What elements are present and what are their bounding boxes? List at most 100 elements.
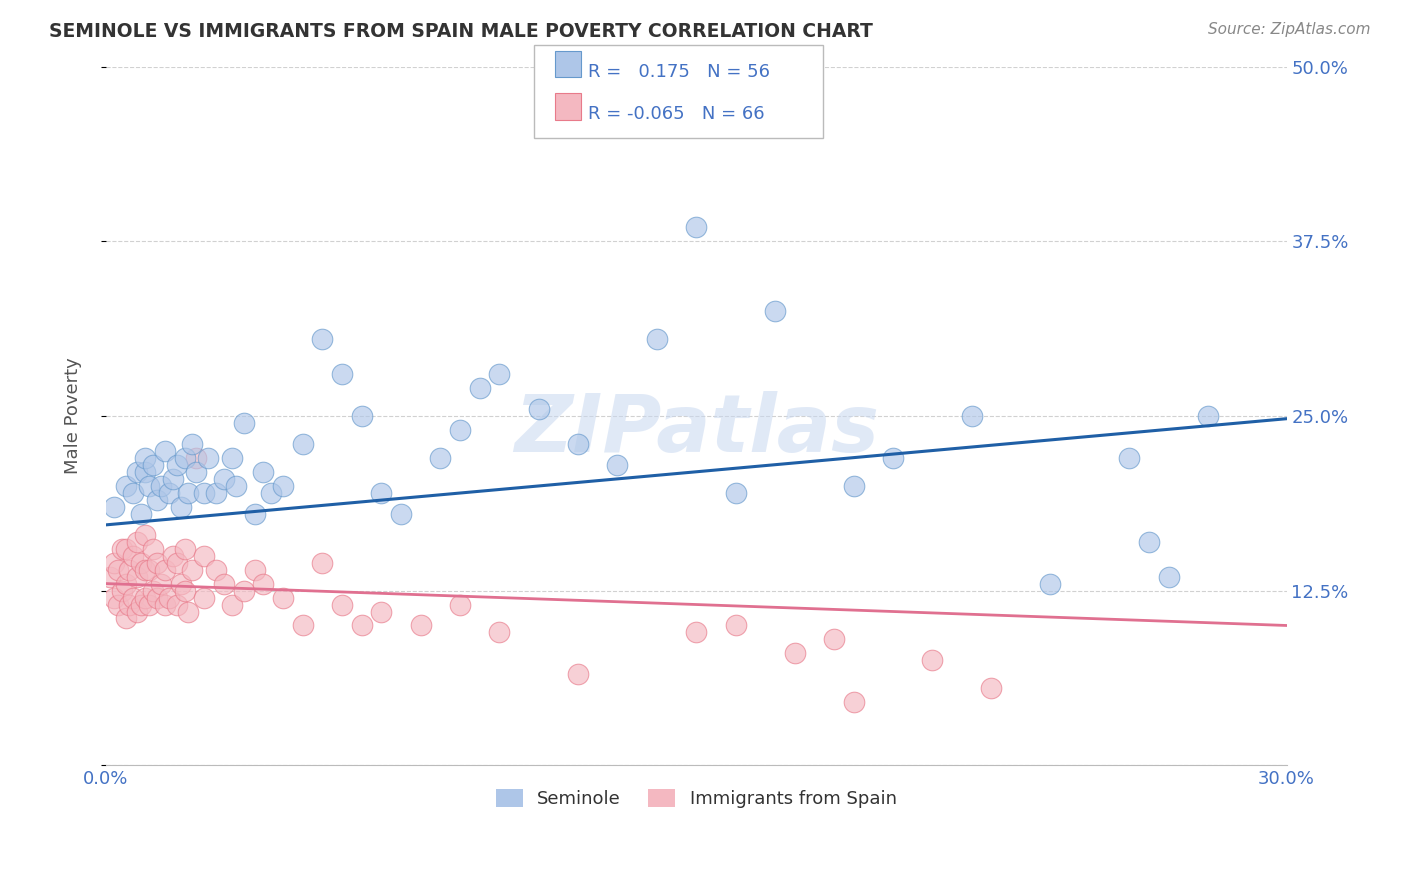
Point xyxy=(153,563,176,577)
Point xyxy=(103,500,125,514)
Point xyxy=(468,381,491,395)
Point xyxy=(146,556,169,570)
Point xyxy=(134,450,156,465)
Point xyxy=(291,618,314,632)
Point xyxy=(134,465,156,479)
Point xyxy=(181,437,204,451)
Point xyxy=(138,598,160,612)
Point xyxy=(110,583,132,598)
Point xyxy=(114,479,136,493)
Point xyxy=(225,479,247,493)
Point xyxy=(103,556,125,570)
Point xyxy=(129,507,152,521)
Point xyxy=(350,409,373,423)
Point xyxy=(205,485,228,500)
Point xyxy=(177,485,200,500)
Point xyxy=(221,598,243,612)
Point xyxy=(1197,409,1219,423)
Point xyxy=(252,465,274,479)
Point xyxy=(138,479,160,493)
Point xyxy=(980,681,1002,696)
Point xyxy=(882,450,904,465)
Point xyxy=(685,220,707,235)
Point xyxy=(114,576,136,591)
Point xyxy=(142,541,165,556)
Point xyxy=(134,563,156,577)
Point xyxy=(129,556,152,570)
Point xyxy=(142,583,165,598)
Point xyxy=(127,569,149,583)
Point xyxy=(193,485,215,500)
Point xyxy=(114,541,136,556)
Point xyxy=(311,332,333,346)
Point xyxy=(177,605,200,619)
Point xyxy=(842,695,865,709)
Point xyxy=(409,618,432,632)
Point xyxy=(823,632,845,647)
Point xyxy=(449,598,471,612)
Point xyxy=(724,618,747,632)
Point xyxy=(193,591,215,605)
Point xyxy=(291,437,314,451)
Text: Source: ZipAtlas.com: Source: ZipAtlas.com xyxy=(1208,22,1371,37)
Point xyxy=(1118,450,1140,465)
Point xyxy=(122,549,145,563)
Point xyxy=(166,458,188,472)
Point xyxy=(103,591,125,605)
Point xyxy=(685,625,707,640)
Point xyxy=(122,485,145,500)
Point xyxy=(606,458,628,472)
Point xyxy=(162,472,184,486)
Point xyxy=(134,527,156,541)
Point xyxy=(960,409,983,423)
Point xyxy=(245,563,267,577)
Point xyxy=(149,479,172,493)
Point xyxy=(212,472,235,486)
Point xyxy=(129,598,152,612)
Point xyxy=(107,563,129,577)
Point xyxy=(645,332,668,346)
Point xyxy=(153,443,176,458)
Point xyxy=(567,667,589,681)
Point xyxy=(252,576,274,591)
Text: R = -0.065   N = 66: R = -0.065 N = 66 xyxy=(588,105,765,123)
Text: ZIPatlas: ZIPatlas xyxy=(513,391,879,469)
Point xyxy=(166,556,188,570)
Point xyxy=(370,485,392,500)
Point xyxy=(488,625,510,640)
Point xyxy=(271,479,294,493)
Point xyxy=(232,416,254,430)
Point xyxy=(260,485,283,500)
Point xyxy=(169,576,191,591)
Point xyxy=(157,591,180,605)
Point xyxy=(389,507,412,521)
Point xyxy=(350,618,373,632)
Point xyxy=(134,591,156,605)
Point xyxy=(527,401,550,416)
Point xyxy=(1137,534,1160,549)
Point xyxy=(149,576,172,591)
Point xyxy=(169,500,191,514)
Point xyxy=(153,598,176,612)
Point xyxy=(166,598,188,612)
Point xyxy=(921,653,943,667)
Point xyxy=(232,583,254,598)
Point xyxy=(142,458,165,472)
Point xyxy=(98,569,121,583)
Point xyxy=(567,437,589,451)
Point xyxy=(311,556,333,570)
Text: SEMINOLE VS IMMIGRANTS FROM SPAIN MALE POVERTY CORRELATION CHART: SEMINOLE VS IMMIGRANTS FROM SPAIN MALE P… xyxy=(49,22,873,41)
Point xyxy=(221,450,243,465)
Point xyxy=(429,450,451,465)
Point xyxy=(138,563,160,577)
Point xyxy=(118,598,141,612)
Point xyxy=(842,479,865,493)
Point xyxy=(107,598,129,612)
Y-axis label: Male Poverty: Male Poverty xyxy=(65,358,82,475)
Point xyxy=(330,367,353,381)
Legend: Seminole, Immigrants from Spain: Seminole, Immigrants from Spain xyxy=(488,781,904,815)
Point xyxy=(173,583,195,598)
Point xyxy=(146,492,169,507)
Point xyxy=(146,591,169,605)
Point xyxy=(330,598,353,612)
